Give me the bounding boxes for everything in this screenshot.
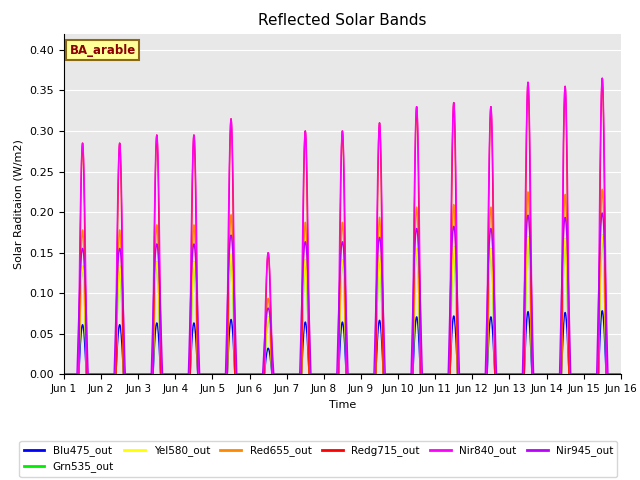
Text: BA_arable: BA_arable bbox=[70, 44, 136, 57]
Y-axis label: Solar Raditaion (W/m2): Solar Raditaion (W/m2) bbox=[14, 139, 24, 269]
Legend: Blu475_out, Grn535_out, Yel580_out, Red655_out, Redg715_out, Nir840_out, Nir945_: Blu475_out, Grn535_out, Yel580_out, Red6… bbox=[19, 441, 618, 477]
Title: Reflected Solar Bands: Reflected Solar Bands bbox=[258, 13, 427, 28]
X-axis label: Time: Time bbox=[329, 400, 356, 409]
